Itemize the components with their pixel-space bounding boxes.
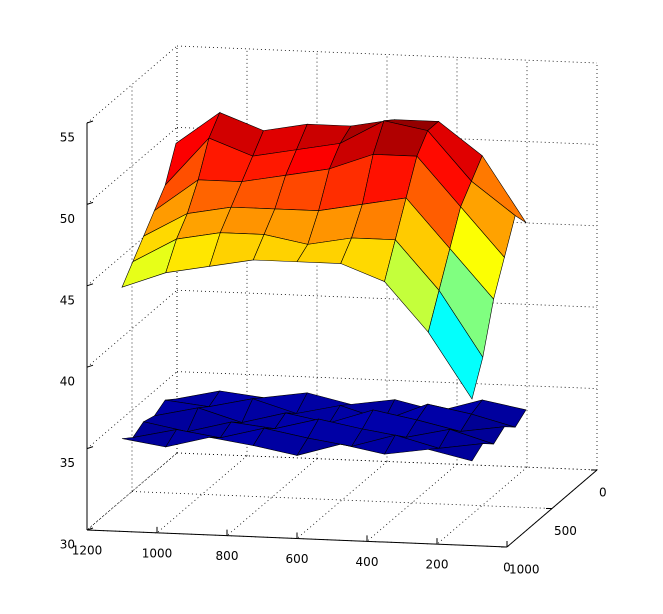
x-tick-label: 1000 — [142, 546, 173, 560]
z-tick-label: 40 — [60, 375, 75, 389]
grid-line — [86, 289, 178, 368]
surface-patch — [428, 443, 484, 462]
grid-line — [176, 371, 598, 389]
x-tick-label: 200 — [426, 558, 449, 572]
z-tick-label: 50 — [60, 212, 75, 226]
x-tick-label: 600 — [286, 552, 309, 566]
z-tick — [86, 364, 94, 368]
x-tick-label: 800 — [216, 549, 239, 563]
z-tick-label: 35 — [60, 456, 75, 470]
x-tick-label: 400 — [356, 555, 379, 569]
z-tick — [86, 527, 94, 531]
z-tick-label: 30 — [60, 538, 75, 552]
y-tick-label: 0 — [599, 486, 607, 500]
y-tick-label: 1000 — [509, 563, 540, 577]
grid-line — [156, 455, 248, 534]
x-tick-label: 0 — [503, 561, 511, 575]
grid-line — [436, 466, 528, 545]
z-tick — [86, 201, 94, 205]
y-tick-label: 500 — [554, 524, 577, 538]
z-tick — [86, 446, 94, 450]
x-tick-label: 1200 — [72, 544, 103, 558]
z-tick — [86, 283, 94, 287]
z-tick — [86, 120, 94, 124]
surface-patch — [427, 289, 484, 400]
z-tick-label: 45 — [60, 293, 75, 307]
z-tick-label: 55 — [60, 131, 75, 145]
grid-line — [176, 45, 598, 64]
grid-line — [296, 461, 388, 539]
